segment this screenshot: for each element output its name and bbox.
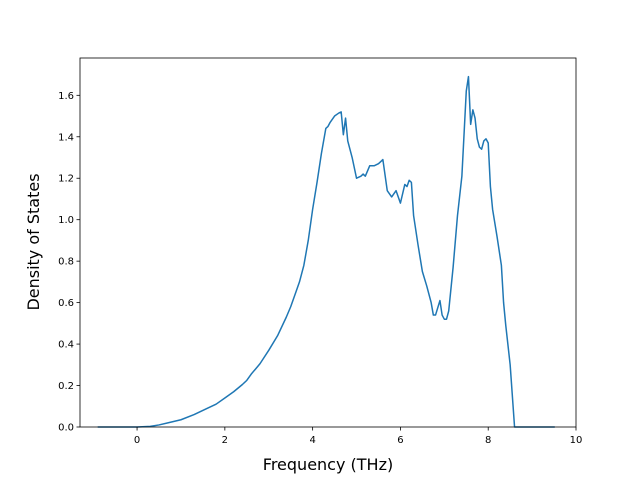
x-tick-label: 6	[397, 435, 403, 446]
y-tick-label: 1.0	[58, 215, 74, 226]
x-tick-label: 0	[134, 435, 140, 446]
y-tick-label: 0.0	[58, 423, 74, 434]
y-tick-label: 0.6	[58, 298, 74, 309]
y-tick-label: 0.4	[58, 340, 74, 351]
y-tick-label: 1.6	[58, 91, 74, 102]
axes: 0 2 4 6 8 10 0.0 0.2 0.4 0.6 0.8 1.0 1.2 1.4 1.6	[58, 57, 583, 446]
x-tick-label: 2	[222, 435, 228, 446]
axes-frame	[79, 57, 577, 428]
x-tick-label: 10	[570, 435, 583, 446]
y-tick-label: 1.2	[58, 174, 74, 185]
x-tick-label: 8	[485, 435, 491, 446]
y-tick-label: 0.8	[58, 257, 74, 268]
dos-curve	[97, 75, 555, 428]
y-tick-label: 1.4	[58, 132, 74, 143]
y-tick-label: 0.2	[58, 381, 74, 392]
x-tick-label: 4	[309, 435, 315, 446]
x-axis-label: Frequency (THz)	[263, 455, 393, 474]
y-axis-label: Density of States	[24, 173, 43, 310]
